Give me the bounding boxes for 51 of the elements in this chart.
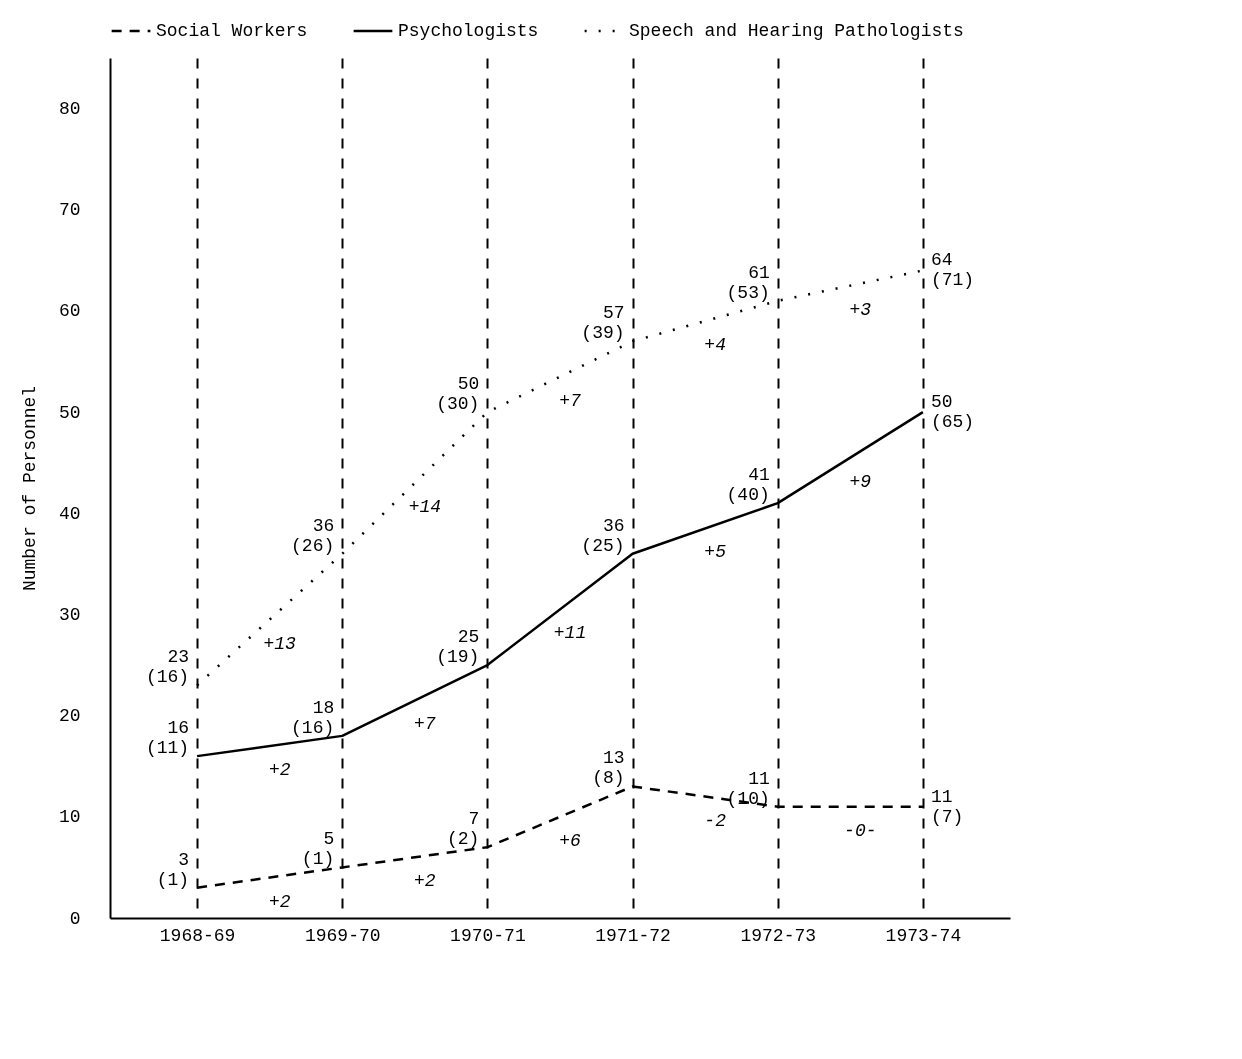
annotation: +7 [414, 714, 436, 735]
annotation: +14 [408, 496, 442, 517]
legend-label: Social Workers [156, 21, 308, 41]
data-label: 16 (11) [145, 718, 190, 759]
data-label: 64 (71) [930, 250, 975, 291]
data-label: 18 (16) [291, 697, 335, 738]
data-label: 13 (8) [592, 748, 625, 789]
x-tick-label: 1970-71 [450, 925, 526, 946]
data-label: 36 (25) [581, 515, 625, 556]
y-tick-label: 40 [58, 503, 81, 524]
annotation: +2 [268, 760, 291, 780]
data-label: 50 (30) [436, 374, 480, 415]
annotation: +9 [849, 471, 872, 492]
y-tick-label: 50 [58, 402, 81, 423]
annotation: +2 [414, 871, 436, 892]
data-label: 36 (26) [291, 515, 335, 556]
y-tick-label: 80 [58, 99, 81, 120]
x-tick-label: 1968-69 [159, 925, 236, 946]
annotation: -0- [844, 820, 877, 841]
y-tick-label: 0 [69, 908, 81, 929]
data-label: 57 (39) [581, 303, 625, 344]
data-label: 41 (40) [726, 465, 770, 506]
data-label: 50 (65) [930, 392, 975, 433]
annotation: +5 [704, 542, 727, 563]
annotation: +2 [268, 891, 291, 912]
legend-label: Psychologists [398, 21, 539, 41]
data-label: 61 (53) [726, 262, 770, 303]
x-tick-label: 1973-74 [885, 925, 962, 946]
data-label: 11 (7) [930, 786, 964, 827]
x-tick-label: 1972-73 [740, 925, 817, 946]
data-label: 7 (2) [447, 809, 480, 850]
y-tick-label: 60 [58, 301, 81, 322]
data-label: 23 (16) [145, 647, 190, 688]
x-tick-label: 1969-70 [304, 925, 381, 946]
data-label: 5 (1) [301, 829, 335, 870]
annotation: +4 [704, 335, 726, 356]
annotation: +11 [553, 623, 587, 644]
annotation: +3 [849, 299, 872, 320]
y-tick-label: 30 [58, 604, 81, 625]
legend-label: Speech and Hearing Pathologists [629, 21, 964, 41]
annotation: +6 [559, 830, 581, 851]
y-axis-title: Number of Personnel [19, 385, 40, 592]
data-label: 3 (1) [156, 849, 190, 890]
data-label: 25 (19) [436, 627, 480, 668]
y-tick-label: 20 [58, 706, 81, 727]
annotation: -2 [704, 810, 727, 831]
y-tick-label: 10 [58, 807, 81, 828]
x-tick-label: 1971-72 [595, 925, 671, 946]
annotation: +13 [263, 633, 297, 654]
y-tick-label: 70 [58, 200, 81, 221]
annotation: +7 [559, 390, 581, 411]
